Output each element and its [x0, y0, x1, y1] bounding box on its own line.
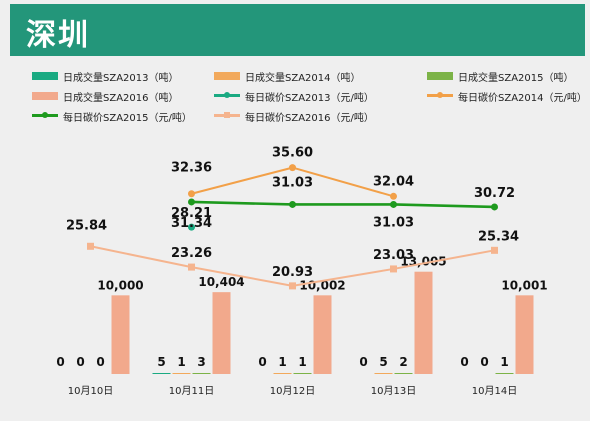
bar-value-label: 5	[157, 355, 165, 369]
legend-label: 每日碳价SZA2013（元/吨）	[245, 92, 374, 104]
bar-value-label: 0	[56, 355, 64, 369]
legend-line-swatch	[427, 91, 453, 101]
line-value-label: 28.21	[171, 206, 212, 221]
bar-value-label: 1	[298, 355, 306, 369]
line-marker	[289, 164, 296, 172]
line-marker	[188, 190, 195, 198]
line-value-label: 31.03	[373, 215, 414, 230]
legend-item: 每日碳价SZA2016（元/吨）	[214, 108, 374, 124]
line-marker	[188, 198, 195, 206]
bar-value-label: 2	[399, 355, 407, 369]
legend-label: 日成交量SZA2013（吨）	[63, 72, 179, 84]
legend-item: 每日碳价SZA2014（元/吨）	[427, 88, 587, 104]
legend-item: 日成交量SZA2014（吨）	[214, 68, 361, 84]
legend-item: 每日碳价SZA2013（元/吨）	[214, 88, 374, 104]
legend-label: 日成交量SZA2015（吨）	[458, 72, 574, 84]
bar	[495, 373, 514, 374]
line-marker	[491, 246, 498, 254]
title-banner: 深圳	[10, 4, 585, 56]
bar-value-label: 0	[460, 355, 468, 369]
line-value-label: 20.93	[272, 265, 313, 280]
x-tick-label: 10月10日	[68, 385, 113, 397]
line-value-label: 23.26	[171, 246, 212, 261]
bar-value-label: 0	[480, 355, 488, 369]
x-tick-label: 10月11日	[169, 385, 214, 397]
line-marker	[289, 200, 296, 208]
bar	[192, 373, 211, 374]
legend-label: 每日碳价SZA2016（元/吨）	[245, 112, 374, 124]
legend-item: 日成交量SZA2016（吨）	[32, 88, 179, 104]
line-value-label: 25.34	[478, 229, 519, 244]
bar	[152, 373, 171, 374]
legend-label: 日成交量SZA2016（吨）	[63, 92, 179, 104]
legend-bar-swatch	[427, 72, 453, 80]
line-marker	[390, 192, 397, 200]
line-value-label: 31.03	[272, 175, 313, 190]
bar	[394, 373, 413, 374]
line-value-label: 32.36	[171, 161, 212, 176]
line-value-label: 30.72	[474, 186, 515, 201]
combo-chart: 0 5 0 0 00 1 1 5 00 3 1 2 110,000 10,404 10,00213,0051…	[56, 146, 547, 397]
bar	[111, 295, 130, 374]
line-marker	[188, 223, 195, 231]
line-value-label: 35.60	[272, 146, 313, 161]
bar-value-label: 3	[197, 355, 205, 369]
x-tick-label: 10月12日	[270, 385, 315, 397]
bar-value-label: 1	[500, 355, 508, 369]
line-marker	[188, 263, 195, 271]
legend-bar-swatch	[214, 72, 240, 80]
legend-line-swatch	[32, 111, 58, 121]
line-value-label: 31.34	[171, 216, 212, 231]
series-line	[191, 200, 495, 209]
bar-value-label: 10,000	[97, 278, 143, 292]
line-value-label: 23.03	[373, 248, 414, 263]
bar	[212, 292, 231, 374]
legend-item: 日成交量SZA2015（吨）	[427, 68, 574, 84]
bar	[172, 373, 191, 374]
legend-line-swatch	[214, 91, 240, 101]
bar	[374, 373, 393, 374]
bar-value-label: 0	[258, 355, 266, 369]
bar	[414, 271, 433, 374]
x-tick-label: 10月14日	[472, 385, 517, 397]
bar-value-label: 10,404	[198, 275, 244, 289]
line-marker	[289, 282, 296, 290]
bar-value-label: 1	[177, 355, 185, 369]
bar	[313, 295, 332, 374]
line-value-label: 32.04	[373, 174, 414, 189]
bar-value-label: 0	[96, 355, 104, 369]
legend-line-swatch	[214, 111, 240, 121]
bar	[293, 373, 312, 374]
line-marker	[390, 265, 397, 273]
legend-label: 每日碳价SZA2014（元/吨）	[458, 92, 587, 104]
legend-label: 日成交量SZA2014（吨）	[245, 72, 361, 84]
chart-area: 日成交量SZA2013（吨） 日成交量SZA2014（吨） 日成交量SZA2015（…	[10, 56, 587, 421]
bar-value-label: 0	[76, 355, 84, 369]
bar-value-label: 0	[359, 355, 367, 369]
line-marker	[390, 200, 397, 208]
chart-legend: 日成交量SZA2013（吨） 日成交量SZA2014（吨） 日成交量SZA2015（…	[10, 56, 587, 126]
bar	[515, 295, 534, 374]
x-tick-label: 10月13日	[371, 385, 416, 397]
bar-value-label: 1	[278, 355, 286, 369]
legend-label: 每日碳价SZA2015（元/吨）	[63, 112, 192, 124]
line-marker	[87, 242, 94, 250]
bar	[273, 373, 292, 374]
bar-value-label: 10,001	[501, 278, 547, 292]
line-value-label: 25.84	[66, 218, 107, 233]
legend-bar-swatch	[32, 72, 58, 80]
legend-bar-swatch	[32, 92, 58, 100]
line-marker	[491, 203, 498, 211]
legend-item: 每日碳价SZA2015（元/吨）	[32, 108, 192, 124]
bar-value-label: 5	[379, 355, 387, 369]
page-title: 深圳	[26, 18, 90, 53]
legend-item: 日成交量SZA2013（吨）	[32, 68, 179, 84]
